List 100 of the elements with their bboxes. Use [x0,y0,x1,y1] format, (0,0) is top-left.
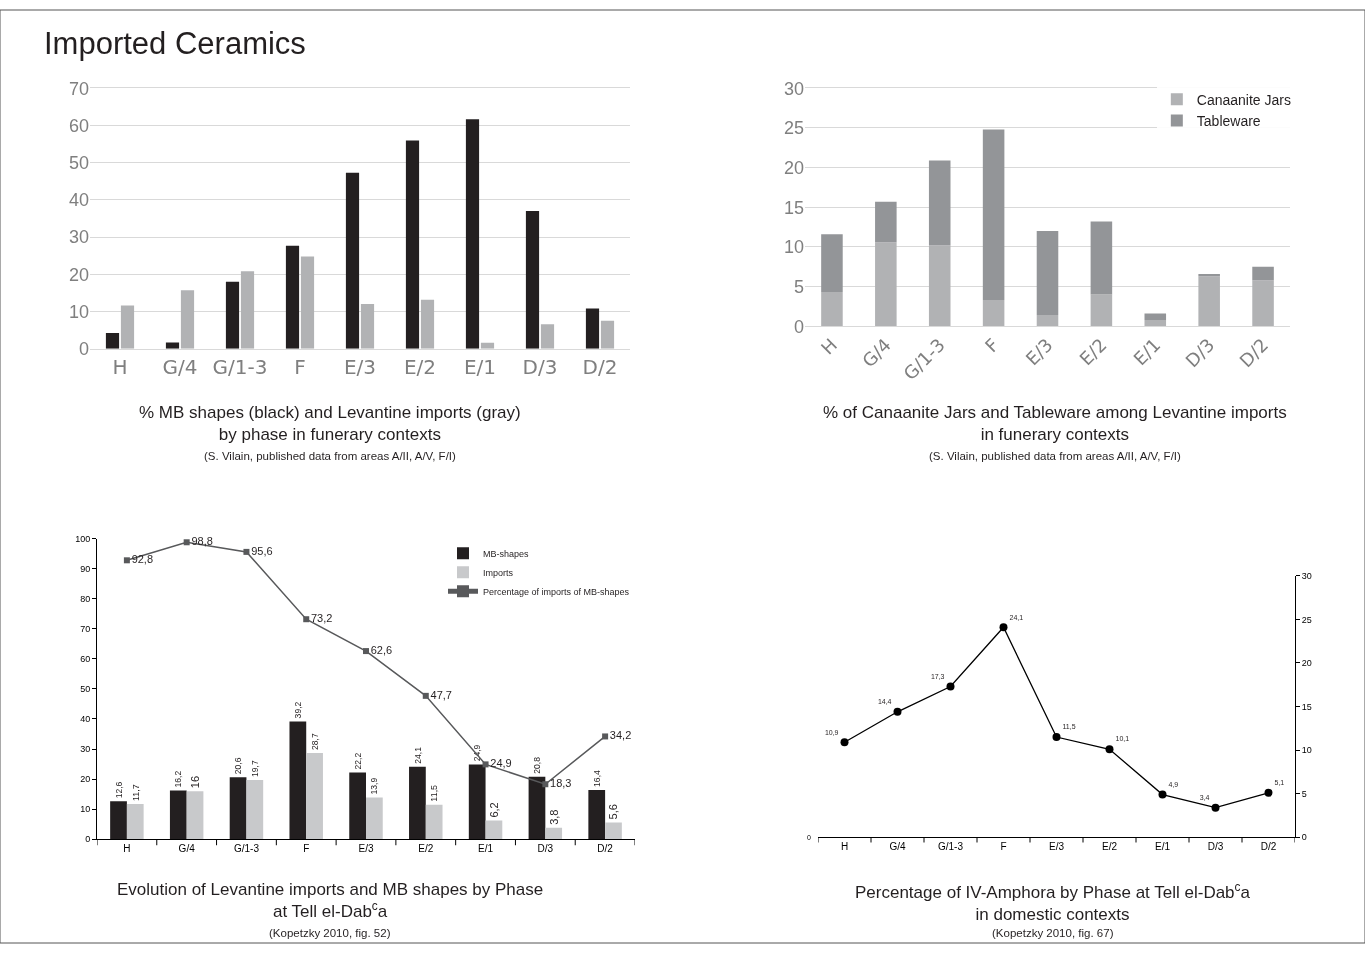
bar [545,827,563,840]
bar [420,299,435,349]
x-tick-label: G/1-3 [233,843,260,855]
text: (Kopetzky 2010, fig. 67) [992,927,1114,939]
x-tick-label: D/3 [537,843,554,855]
y-tick-label: 30 [68,227,89,248]
bar [240,271,255,349]
y-tick-label: 50 [68,153,89,174]
x-tick-label: H [840,841,849,853]
bar [1144,319,1167,327]
y-tick-label: 5 [1301,788,1307,799]
text: (S. Vilain, published data from areas A/II, A/V, F/I) [929,450,1182,462]
y-tick-label: 40 [80,714,91,725]
bar [528,776,546,840]
bar [1252,280,1274,327]
bar [600,320,615,349]
point [602,733,609,740]
data-label: 18,3 [550,776,572,789]
data-label: 24,9 [472,744,483,762]
data-label: 20,6 [233,757,244,775]
x-tick-label: E/2 [403,354,437,379]
y-tick-label: 70 [80,623,91,634]
bar [1090,221,1113,295]
bar [300,256,315,349]
bar [982,300,1005,327]
data-label: 73,2 [310,611,333,624]
point [893,707,902,716]
point [482,761,489,768]
bar [409,766,426,840]
bar [405,140,420,349]
x-tick-label: F [294,354,306,379]
bar [306,752,323,840]
x-tick-label: E/3 [343,354,377,379]
data-label: 12,6 [113,781,124,799]
bar [875,201,897,243]
x-tick-label: E/3 [358,843,374,855]
point [303,616,310,623]
x-tick-label: E/1 [463,354,497,379]
x-tick-label: H [816,334,842,359]
bar [1090,294,1113,327]
y-tick-label: 90 [80,563,91,574]
data-label: 47,7 [430,688,452,701]
data-label: 3,8 [547,809,560,825]
data-label: 19,7 [249,760,260,777]
y-tick-label: 0 [793,316,804,337]
bar [120,305,135,349]
data-label: 98,8 [191,535,213,548]
point [1264,788,1273,797]
y-tick-label: 15 [783,197,804,218]
data-label: 24,1 [412,746,423,764]
data-label: 62,6 [370,643,393,656]
legend-label: Tableware [1196,112,1261,129]
bar [180,290,195,349]
x-axis-title: Evolution of Levantine imports and MB shapes by Phase at Tell el-Dab$^{c}$a [117,880,544,922]
bar [821,234,843,293]
legend-label: Percentage of imports of MB-shapes [483,586,630,597]
data-label: 34,2 [609,729,632,742]
x-tick-label: E/2 [1101,841,1118,853]
y-tick-label: 20 [80,774,91,785]
x-tick-label: G/1-3 [937,841,964,853]
bar [229,777,247,840]
y-tick-label: 20 [1301,658,1312,669]
bar [1036,231,1059,316]
bar [285,245,300,349]
y-tick-label: 60 [68,115,89,136]
x-tick-label: G/1-3 [212,354,268,379]
bar [588,789,606,840]
text: (S. Vilain, published data from areas A/II, A/V, F/I) [204,450,457,462]
point [123,557,130,564]
bar [225,281,240,349]
bar [186,791,204,840]
y-tick-label: 0 [85,834,91,845]
x-tick-label: G/4 [889,841,906,853]
data-label: 13,9 [369,777,380,795]
data-label: 95,6 [251,544,273,557]
x-tick-label: D/2 [582,354,618,379]
text: Percentage of IV-Amphora by Phase at Tell el-Dab$^{c}$a in domestic contexts [855,880,1250,925]
x-tick-label: F [980,334,1003,357]
legend-label: MB-shapes [483,548,530,559]
bar [425,804,443,840]
x-axis-title: % of Canaanite Jars and Tableware among Levantine imports in funerary contexts [823,403,1287,445]
y-tick-label: 25 [1301,614,1312,625]
bar [105,333,120,349]
data-label: 16,2 [173,770,184,788]
x-tick-label: E/3 [1048,841,1065,853]
data-label: 11,7 [130,784,141,802]
x-tick-label: E/2 [418,843,434,855]
legend-label: Canaanite Jars [1196,91,1291,108]
data-label: 39,2 [292,701,303,719]
bar [468,764,486,840]
y-tick-label: 70 [68,78,89,99]
data-label: 16,4 [591,769,602,787]
bar [928,160,951,246]
point [183,539,190,546]
x-tick-label: D/3 [522,354,558,379]
data-label: 92,8 [131,553,154,566]
y-tick-label: 30 [783,78,804,99]
bar [928,245,951,327]
x-tick-label: D/2 [1235,334,1273,372]
point [999,623,1008,632]
